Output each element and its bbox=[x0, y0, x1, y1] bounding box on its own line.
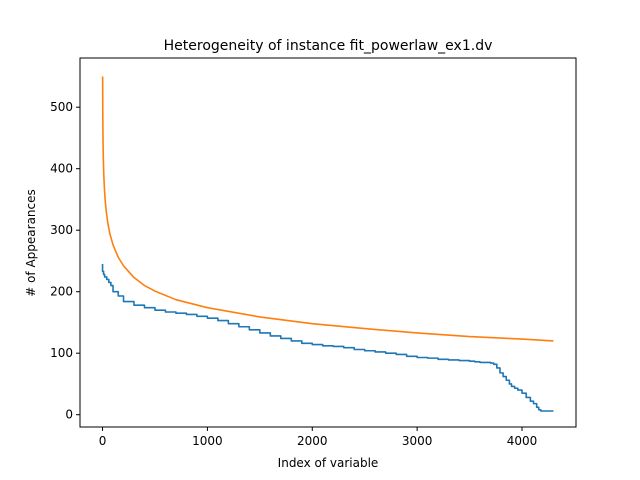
x-axis-label: Index of variable bbox=[278, 456, 379, 470]
series-layer bbox=[101, 76, 554, 412]
y-tick-label: 200 bbox=[50, 285, 73, 299]
x-tick-label: 3000 bbox=[402, 434, 433, 448]
ticks-layer: 0 1000 2000 3000 4000 0 100 200 300 400 500 bbox=[50, 100, 537, 448]
x-tick-label: 4000 bbox=[507, 434, 538, 448]
series-line-1 bbox=[101, 264, 554, 412]
series-line-2 bbox=[101, 76, 554, 342]
x-tick-label: 0 bbox=[99, 434, 107, 448]
y-tick-label: 0 bbox=[65, 408, 73, 422]
y-axis-label: # of Appearances bbox=[24, 189, 38, 297]
y-tick-label: 100 bbox=[50, 346, 73, 360]
y-tick-label: 500 bbox=[50, 100, 73, 114]
y-tick-label: 400 bbox=[50, 162, 73, 176]
plot-area-background bbox=[80, 58, 576, 427]
x-tick-label: 2000 bbox=[297, 434, 328, 448]
x-tick-label: 1000 bbox=[192, 434, 223, 448]
y-tick-label: 300 bbox=[50, 223, 73, 237]
plot-frame bbox=[79, 57, 577, 428]
chart-title: Heterogeneity of instance fit_powerlaw_e… bbox=[164, 38, 493, 54]
